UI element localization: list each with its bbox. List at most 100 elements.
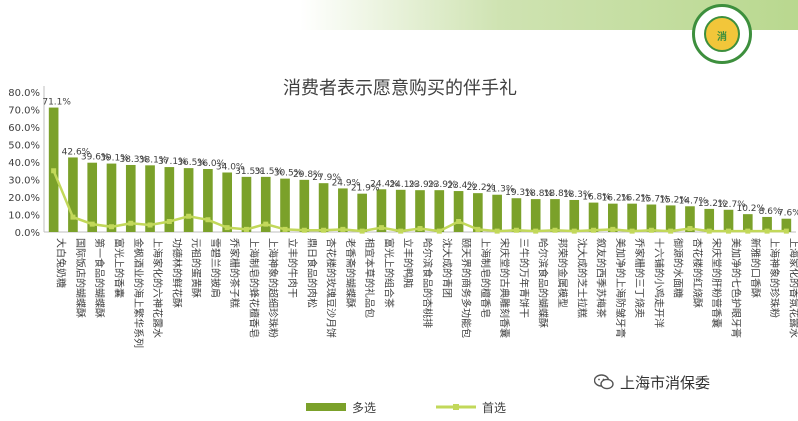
line-point: [108, 224, 114, 230]
x-tick-label: 美加净的七色护眼牙膏: [730, 238, 743, 338]
x-tick-label: 功德林的鲜花酥: [170, 238, 183, 308]
x-tick-label: 老香斋的蝴蝶酥: [344, 238, 357, 308]
x-tick-label: 哈尔滨食品的杏桃排: [421, 238, 434, 328]
data-label: 15.7%: [640, 195, 669, 205]
bar: [338, 188, 348, 232]
line-point: [513, 227, 519, 233]
x-tick-label: 国际饭店的蝴蝶酥: [74, 238, 87, 318]
data-label: 36.0%: [197, 159, 226, 169]
bar: [453, 191, 464, 232]
data-label: 31.5%: [235, 167, 264, 177]
x-tick-label: 沈大成的芝士拉糕: [575, 238, 588, 318]
line-point: [378, 225, 384, 231]
data-label: 39.6%: [81, 153, 110, 163]
bar: [511, 198, 522, 232]
wechat-watermark: 上海市消保委: [594, 371, 710, 393]
bar: [145, 165, 155, 232]
x-tick-label: 御源的水面糖: [672, 238, 685, 298]
bar: [260, 176, 271, 232]
x-tick-label: 第一食品的蝴蝶酥: [93, 238, 106, 318]
bar: [299, 179, 310, 232]
logo-glyph: 消: [717, 32, 727, 43]
bar: [742, 214, 753, 232]
y-tick-label: 80.0%: [8, 88, 40, 99]
x-tick-label: 沈大成的青团: [440, 238, 453, 298]
line-point: [128, 220, 134, 226]
bar: [106, 163, 117, 232]
bar: [704, 208, 715, 232]
bar: [164, 167, 175, 232]
x-tick-label: 宋庆堂的肝粉营香囊: [710, 238, 723, 328]
bar: [357, 193, 367, 232]
data-label: 7.6%: [778, 209, 798, 219]
bar: [588, 202, 599, 232]
line-point: [533, 228, 539, 234]
data-label: 37.1%: [158, 157, 187, 167]
bar: [415, 190, 425, 232]
data-label: 21.9%: [351, 184, 380, 194]
line-point: [726, 228, 732, 234]
category-labels: 大白兔奶糖 国际饭店的蝴蝶酥 第一食品的蝴蝶酥 富光上的香囊 金枫酒业的海上繁华系列 上海…: [55, 238, 798, 348]
x-tick-label: 上海神象的珍珠粉: [768, 238, 781, 318]
data-label: 24.1%: [389, 180, 418, 190]
legend-label-shouxuan: 首选: [482, 401, 506, 415]
x-tick-label: 富光上的香囊: [112, 238, 125, 298]
x-tick-label: 上海制皂的蜂花檀香皂: [247, 238, 260, 338]
y-tick-label: 10.0%: [8, 211, 40, 222]
x-tick-label: 哈尔滨食品的蝴蝶酥: [537, 238, 550, 328]
data-label: 27.9%: [312, 173, 341, 183]
line-point: [668, 228, 674, 234]
bar: [685, 206, 695, 232]
line-point: [783, 228, 789, 234]
bar: [569, 199, 580, 232]
y-tick-label: 60.0%: [8, 123, 40, 134]
data-label: 10.2%: [736, 204, 765, 214]
y-tick-label: 30.0%: [8, 176, 40, 187]
x-tick-label: 三牛的万年青饼干: [517, 238, 530, 318]
data-label: 12.7%: [717, 200, 746, 210]
line-point: [629, 228, 635, 234]
data-label: 14.7%: [679, 196, 708, 206]
line-point: [610, 226, 616, 232]
line-point: [571, 228, 577, 234]
data-label: 38.1%: [139, 155, 168, 165]
data-label: 29.8%: [293, 170, 322, 180]
data-label: 34.0%: [216, 163, 245, 173]
line-point: [205, 217, 211, 223]
line-point: [186, 213, 192, 219]
data-label: 15.2%: [659, 195, 688, 205]
x-tick-label: 鼎日食品的肉松: [305, 238, 318, 308]
line-point: [398, 228, 404, 234]
legend-swatch-duoxuan: [306, 403, 346, 411]
line-point: [263, 221, 269, 227]
value-labels: 71.1% 42.6%39.6%39.1%38.3%38.1%37.1%36.5%…: [42, 98, 798, 219]
council-logo: 消: [692, 4, 752, 64]
y-tick-label: 20.0%: [8, 193, 40, 204]
line-point: [552, 227, 558, 233]
x-tick-label: 杏花楼的红烧酥: [691, 238, 704, 308]
x-tick-label: 杏花楼的玫瑰豆沙月饼: [325, 238, 338, 338]
bar: [608, 203, 618, 232]
data-label: 22.2%: [467, 183, 496, 193]
data-label: 38.3%: [119, 155, 148, 165]
x-tick-label: 元祖的蛋黄酥: [190, 238, 203, 298]
bar: [280, 178, 290, 232]
line-point: [321, 227, 327, 233]
data-label: 39.1%: [100, 154, 129, 164]
y-tick-label: 40.0%: [8, 158, 40, 169]
data-label: 42.6%: [62, 147, 91, 157]
x-tick-label: 上海制皂的檀香皂: [479, 238, 492, 318]
line-point: [301, 227, 307, 233]
x-tick-label: 立丰的鸭肫: [402, 238, 415, 288]
line-point: [436, 228, 442, 234]
data-label: 8.6%: [759, 207, 782, 217]
data-label: 18.3%: [563, 190, 592, 200]
bar: [241, 176, 252, 232]
data-label: 23.9%: [428, 180, 457, 190]
legend-label-duoxuan: 多选: [352, 401, 376, 415]
x-tick-label: 美加净的上海防皱牙膏: [614, 238, 627, 338]
data-label: 19.3%: [505, 188, 534, 198]
x-tick-label: 颐天界的商务多功能包: [460, 238, 473, 338]
line-point: [591, 227, 597, 233]
data-label: 16.2%: [621, 194, 650, 204]
